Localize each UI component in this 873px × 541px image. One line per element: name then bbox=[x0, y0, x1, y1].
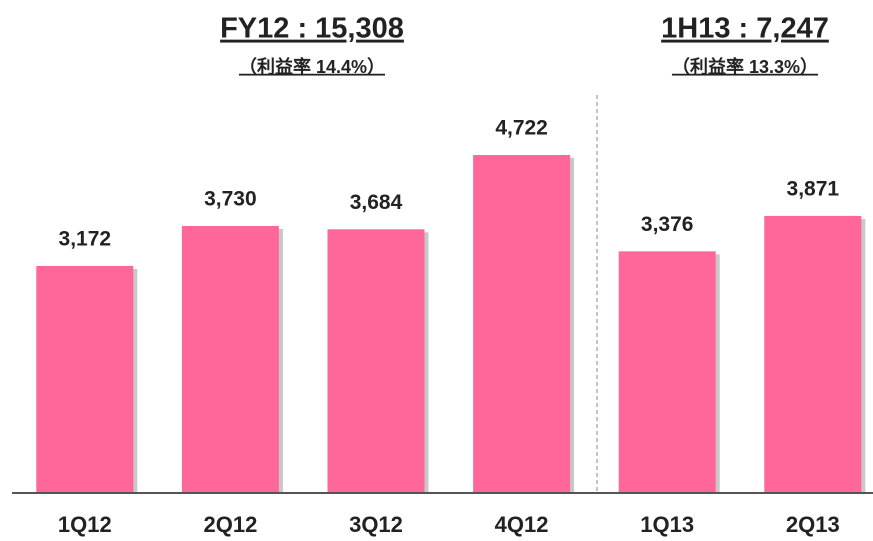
value-label: 3,172 bbox=[59, 227, 112, 250]
x-tick-label: 1Q13 bbox=[640, 512, 694, 537]
value-label: 3,684 bbox=[350, 191, 403, 214]
value-label: 4,722 bbox=[495, 117, 548, 140]
x-tick-label: 4Q12 bbox=[495, 512, 549, 537]
bar bbox=[36, 265, 134, 493]
annotation: （利益率 14.4%） bbox=[239, 56, 385, 77]
bar bbox=[181, 226, 279, 493]
value-label: 3,871 bbox=[787, 177, 840, 200]
annotation: 1H13 : 7,247 bbox=[661, 13, 829, 45]
bar bbox=[473, 155, 571, 493]
bar bbox=[764, 215, 862, 494]
bar bbox=[618, 251, 716, 493]
annotation: FY12 : 15,308 bbox=[220, 13, 404, 45]
annotation: （利益率 13.3%） bbox=[672, 56, 818, 77]
value-label: 3,730 bbox=[204, 188, 257, 211]
x-tick-label: 2Q12 bbox=[203, 512, 257, 537]
x-tick-label: 1Q12 bbox=[58, 512, 112, 537]
x-tick-label: 3Q12 bbox=[349, 512, 403, 537]
x-tick-label: 2Q13 bbox=[786, 512, 840, 537]
bar bbox=[327, 229, 425, 493]
value-label: 3,376 bbox=[641, 213, 694, 236]
